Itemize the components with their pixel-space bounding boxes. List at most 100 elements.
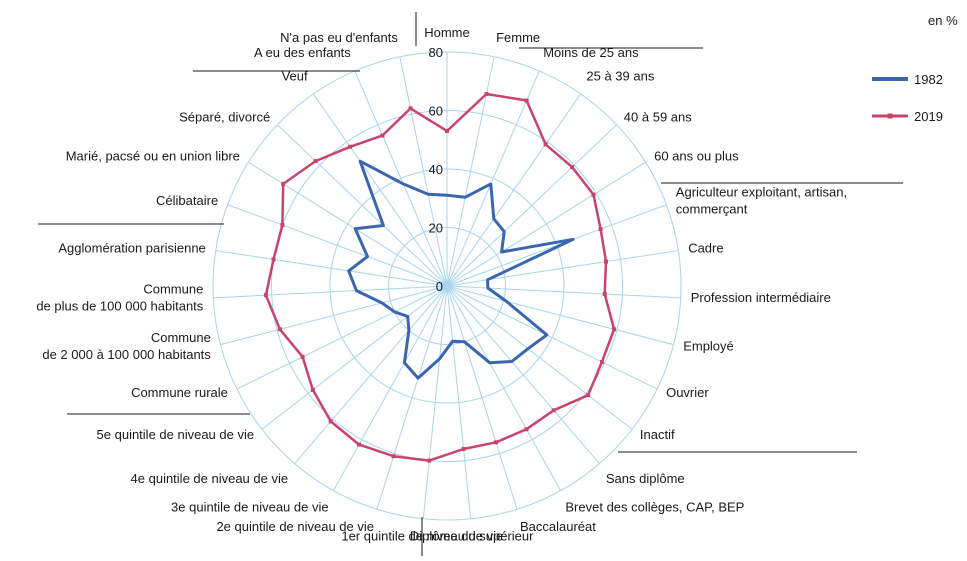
grid-spoke <box>446 285 518 510</box>
unit-label: en % <box>928 13 958 28</box>
category-label: Commune de 2 000 à 100 000 habitants <box>42 330 211 362</box>
data-point-2019 <box>445 128 449 133</box>
grid-spoke <box>446 124 617 287</box>
grid-spoke <box>248 161 448 287</box>
category-label: Employé <box>683 339 734 354</box>
category-label: 3e quintile de niveau de vie <box>171 499 329 514</box>
category-label: Commune rurale <box>131 385 228 400</box>
grid-spoke <box>446 285 633 430</box>
data-point-2019 <box>586 393 591 398</box>
category-label: N'a pas eu d'enfants <box>280 30 398 45</box>
legend-marker-2019 <box>887 113 893 119</box>
category-label: Cadre <box>688 241 723 256</box>
grid-spoke <box>399 56 448 287</box>
category-label: Profession intermédiaire <box>691 290 831 305</box>
grid-spoke <box>294 285 448 464</box>
category-label: 40 à 59 ans <box>624 109 692 124</box>
category-label: Célibataire <box>156 193 218 208</box>
grid-spoke <box>220 285 448 346</box>
data-point-2019 <box>356 442 361 447</box>
data-point-2019 <box>524 98 529 103</box>
grid-spoke <box>376 285 448 510</box>
category-label: Séparé, divorcé <box>179 109 270 124</box>
data-point-2019 <box>281 181 286 186</box>
tick-label: 60 <box>429 104 443 119</box>
data-point-2019 <box>263 293 268 298</box>
data-point-2019 <box>408 106 413 111</box>
grid-spoke <box>277 124 448 287</box>
legend-label-2019: 2019 <box>914 109 943 124</box>
data-point-2019 <box>348 144 353 149</box>
grid-spoke <box>446 285 674 346</box>
category-label: Ouvrier <box>666 385 709 400</box>
data-point-2019 <box>494 440 499 445</box>
data-point-2019 <box>328 419 333 424</box>
data-point-2019 <box>602 292 607 297</box>
tick-label: 40 <box>429 162 443 177</box>
category-label: 4e quintile de niveau de vie <box>131 471 289 486</box>
category-label: 25 à 39 ans <box>586 69 654 84</box>
grid-spoke <box>354 70 448 287</box>
data-point-2019 <box>280 223 285 228</box>
category-label: 2e quintile de niveau de vie <box>216 519 374 534</box>
grid-spoke <box>446 285 472 519</box>
grid-spokes <box>213 52 681 519</box>
data-point-2019 <box>300 354 305 359</box>
category-label: 1er quintile de niveau de vie <box>341 529 503 544</box>
data-series <box>263 92 617 463</box>
data-point-2019 <box>461 446 466 451</box>
grid-spoke <box>446 93 582 287</box>
grid-spoke <box>422 285 448 519</box>
grid-spoke <box>446 285 600 464</box>
grid-spoke <box>261 285 448 430</box>
legend: 1982 2019 <box>872 72 943 124</box>
data-point-2019 <box>612 327 617 332</box>
category-label: Agglomération parisienne <box>58 241 205 256</box>
grid-spoke <box>446 204 667 287</box>
category-label: Marié, pacsé ou en union libre <box>66 148 240 163</box>
grid-spoke <box>333 285 448 491</box>
grid-spoke <box>236 285 448 390</box>
data-point-2019 <box>604 259 609 264</box>
grid-spoke <box>213 285 448 299</box>
category-label: Femme <box>496 30 540 45</box>
group-separators <box>38 12 903 556</box>
category-label: Brevet des collèges, CAP, BEP <box>565 499 744 514</box>
grid-spoke <box>215 250 448 287</box>
category-label: Commune de plus de 100 000 habitants <box>36 281 203 313</box>
data-point-2019 <box>551 408 556 413</box>
grid-spoke <box>312 93 448 287</box>
grid-spoke <box>446 285 658 390</box>
tick-label: 20 <box>429 221 443 236</box>
grid-spoke <box>446 161 646 287</box>
category-label: Baccalauréat <box>520 519 596 534</box>
data-point-2019 <box>591 192 596 197</box>
category-label: Veuf <box>282 69 308 84</box>
category-label: A eu des enfants <box>254 45 351 60</box>
data-point-2019 <box>543 142 548 147</box>
category-label: Homme <box>424 25 470 40</box>
data-point-2019 <box>427 458 432 463</box>
series-line-2019 <box>264 92 616 462</box>
data-point-2019 <box>313 159 318 164</box>
series-2019 <box>263 92 617 463</box>
data-point-2019 <box>380 133 385 138</box>
data-point-2019 <box>277 327 282 332</box>
category-label: 5e quintile de niveau de vie <box>97 427 255 442</box>
data-point-2019 <box>391 454 396 459</box>
data-point-2019 <box>524 427 529 432</box>
radial-axis-ticks: 0 20 40 60 80 <box>429 45 443 294</box>
data-point-2019 <box>570 165 575 170</box>
data-point-2019 <box>271 257 276 262</box>
data-point-2019 <box>598 227 603 232</box>
grid-spoke <box>446 250 679 287</box>
category-label: Sans diplôme <box>606 471 685 486</box>
category-label: Inactif <box>640 427 675 442</box>
grid-spoke <box>446 70 540 287</box>
category-label: Moins de 25 ans <box>543 45 639 60</box>
grid-spoke <box>446 285 681 299</box>
series-line-1982 <box>347 159 575 380</box>
data-point-2019 <box>310 387 315 392</box>
